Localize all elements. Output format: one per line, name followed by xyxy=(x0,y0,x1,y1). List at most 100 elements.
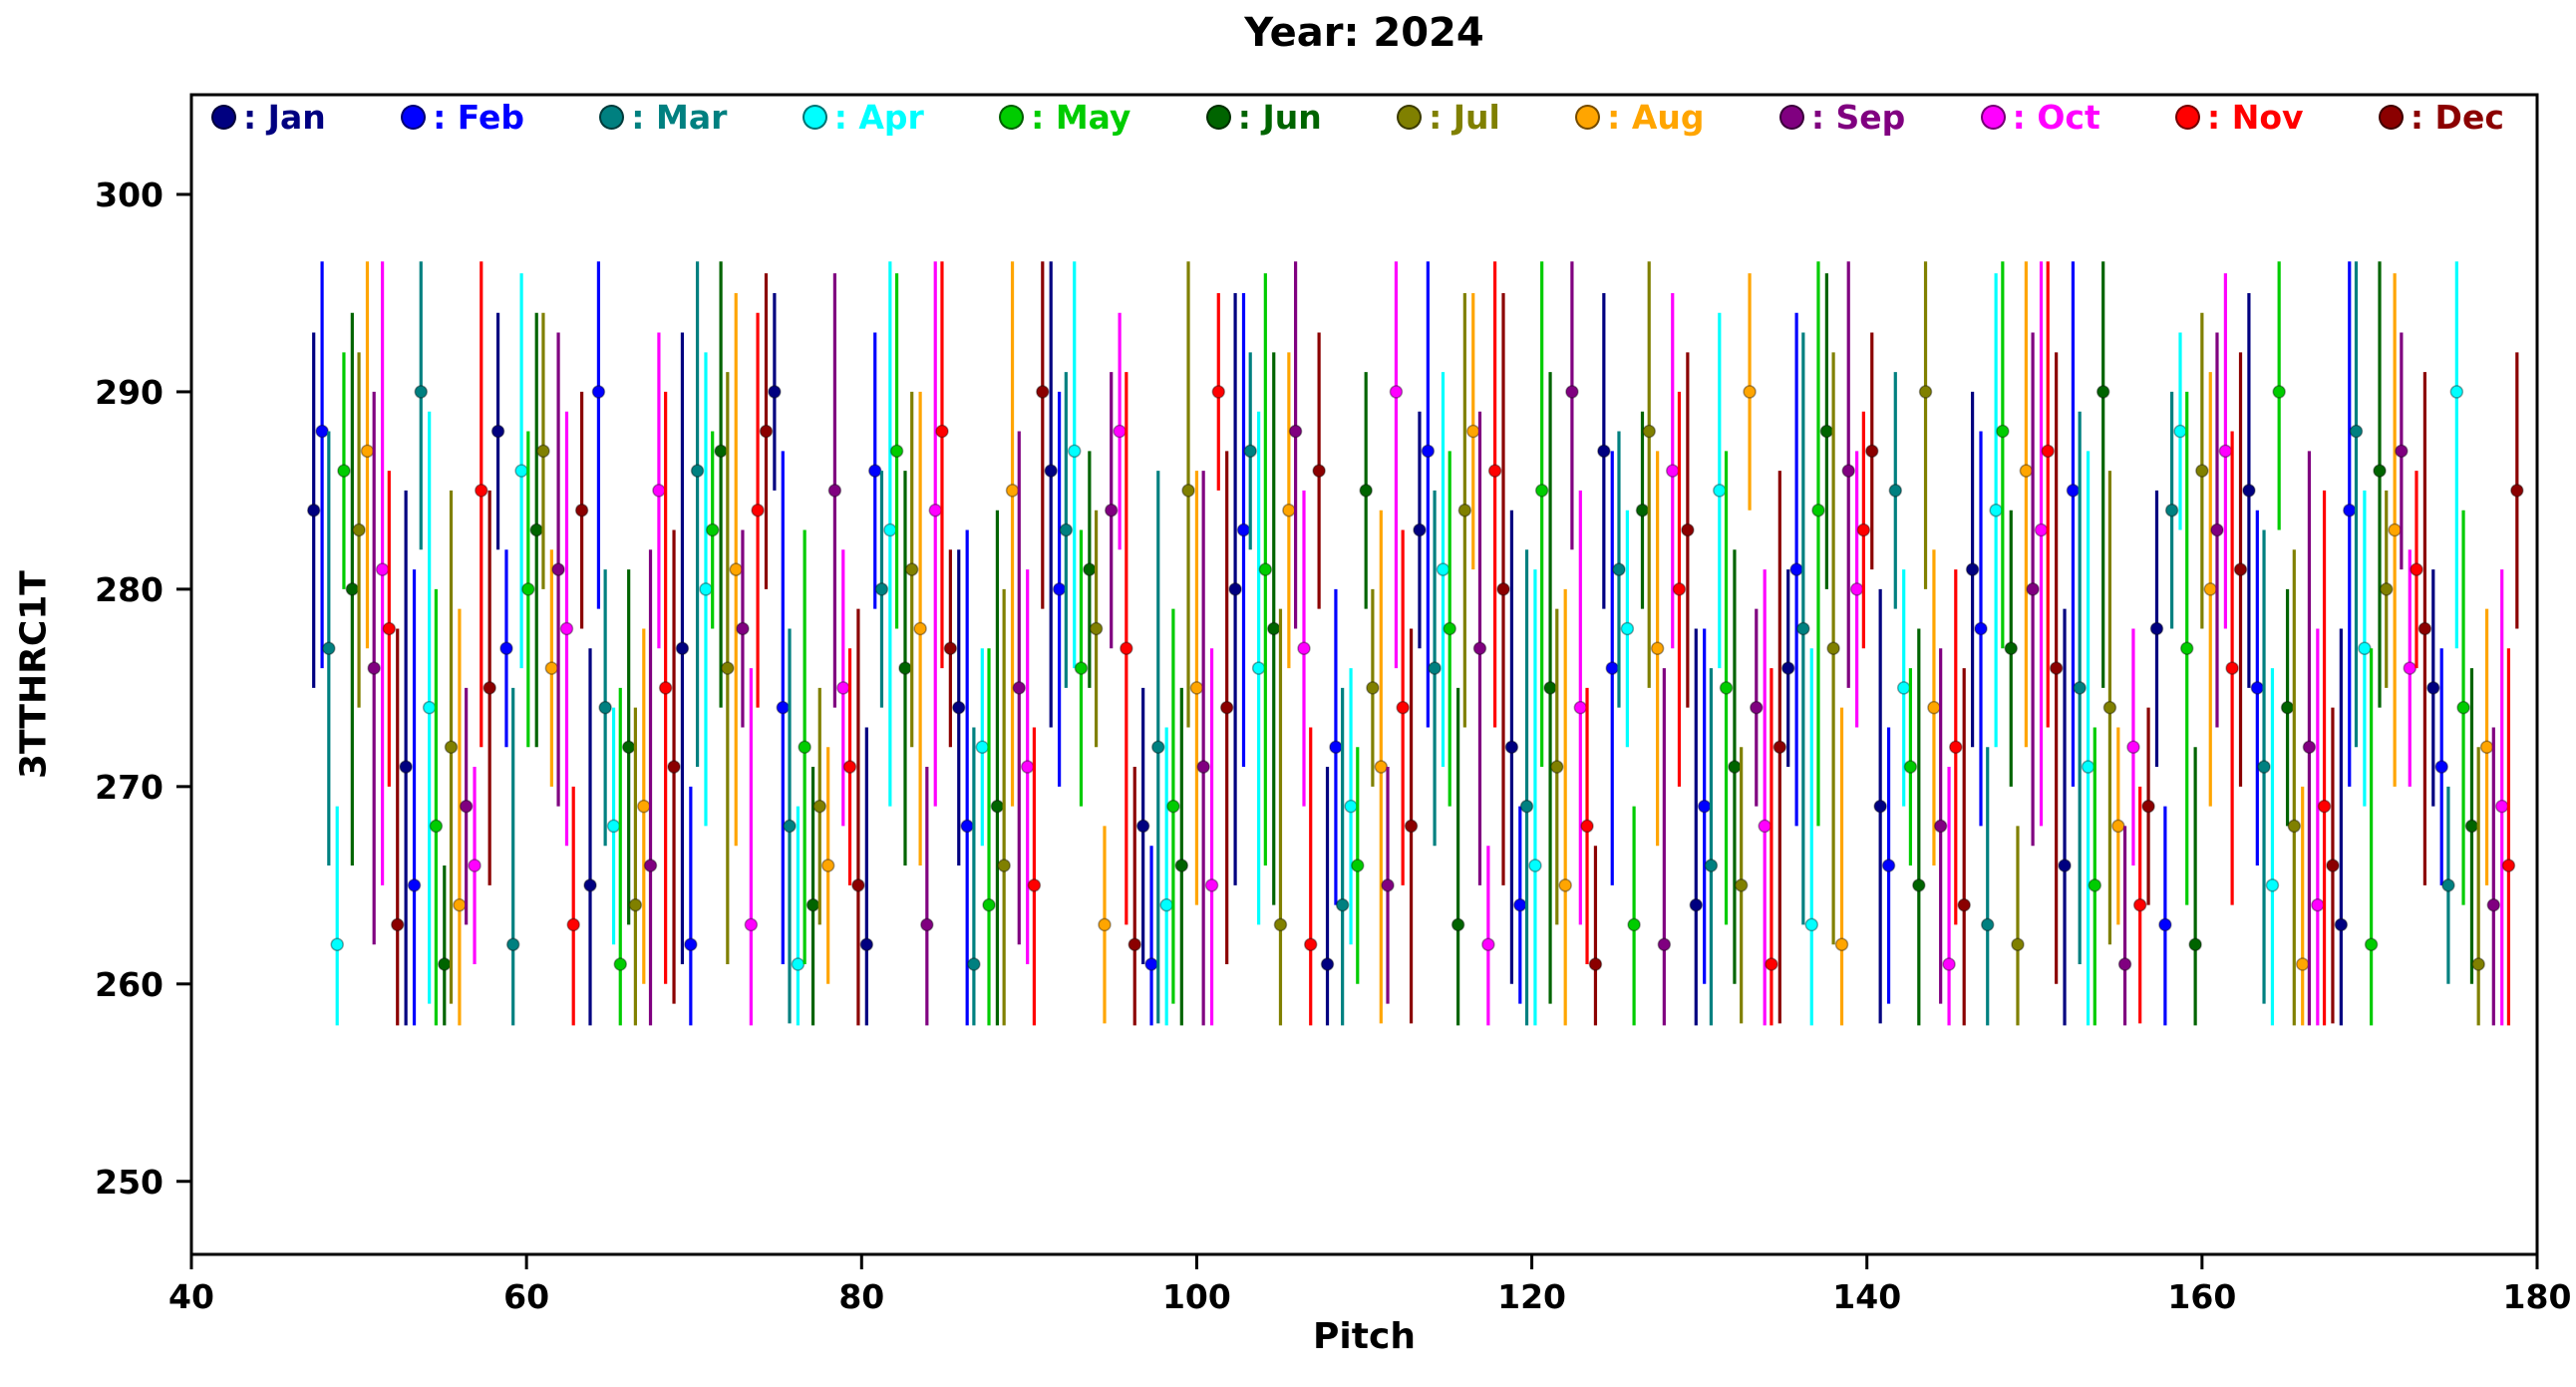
legend: : Jan: Feb: Mar: Apr: May: Jun: Jul: Aug… xyxy=(211,98,2504,137)
data-point xyxy=(1312,464,1326,478)
data-point xyxy=(1996,424,2010,439)
data-point xyxy=(1772,740,1787,754)
data-point xyxy=(1765,957,1778,971)
data-point xyxy=(2426,681,2440,695)
data-point xyxy=(1903,760,1918,774)
data-point xyxy=(2111,819,2125,834)
data-point xyxy=(1243,444,1257,459)
data-point xyxy=(1374,760,1389,774)
y-tick-label: 290 xyxy=(95,373,163,412)
data-point xyxy=(1335,897,1350,912)
x-tick-label: 40 xyxy=(168,1277,214,1316)
data-point xyxy=(367,661,381,675)
data-point xyxy=(1098,917,1112,932)
data-point xyxy=(483,681,496,695)
data-point xyxy=(1135,819,1150,834)
data-point xyxy=(1273,917,1288,932)
data-point xyxy=(2373,464,2387,478)
data-point xyxy=(667,760,681,774)
data-point xyxy=(559,621,574,636)
data-point xyxy=(2311,897,2325,912)
data-point xyxy=(2456,700,2470,715)
data-point xyxy=(1159,897,1173,912)
data-point xyxy=(2188,937,2202,951)
data-point xyxy=(2102,700,2117,715)
data-point xyxy=(2280,700,2295,715)
data-point xyxy=(1873,799,1887,814)
data-point xyxy=(1565,385,1579,399)
data-point xyxy=(675,641,690,656)
legend-marker-icon xyxy=(1397,105,1423,130)
legend-label: : Jan xyxy=(243,98,326,137)
data-point xyxy=(1543,681,1557,695)
data-point xyxy=(736,621,750,636)
x-tick-label: 60 xyxy=(503,1277,549,1316)
plot-frame xyxy=(189,93,2539,1256)
data-point xyxy=(2343,503,2357,518)
data-point xyxy=(574,503,589,518)
data-point xyxy=(2417,621,2432,636)
data-point xyxy=(1166,799,1180,814)
data-point xyxy=(851,878,865,892)
data-point xyxy=(1697,799,1712,814)
data-point xyxy=(1849,582,1864,596)
data-point xyxy=(352,522,366,537)
data-point xyxy=(768,385,782,399)
data-point xyxy=(842,760,857,774)
series-aug xyxy=(360,261,2494,1026)
series-oct xyxy=(375,261,2509,1026)
data-point xyxy=(1487,464,1502,478)
legend-item-apr: : Apr xyxy=(802,98,924,137)
data-point xyxy=(2250,681,2265,695)
data-point xyxy=(997,859,1011,872)
data-point xyxy=(1841,464,1855,478)
legend-item-sep: : Sep xyxy=(1778,98,1905,137)
legend-item-feb: : Feb xyxy=(401,98,524,137)
y-tick-label: 280 xyxy=(95,570,163,609)
data-point xyxy=(1282,503,1296,518)
data-point xyxy=(2395,444,2409,459)
data-point xyxy=(1918,385,1933,399)
data-point xyxy=(459,799,474,814)
y-axis-label: 3TTHRC1T xyxy=(13,570,55,779)
data-point xyxy=(382,621,397,636)
data-point xyxy=(1743,385,1757,399)
data-point xyxy=(1504,740,1519,754)
legend-item-aug: : Aug xyxy=(1575,98,1705,137)
data-point xyxy=(1758,819,1771,834)
data-point xyxy=(1819,424,1834,439)
data-point xyxy=(1789,562,1803,576)
data-point xyxy=(1151,740,1165,754)
data-point xyxy=(1120,641,1133,656)
data-point xyxy=(2265,878,2280,892)
data-point xyxy=(2203,582,2218,596)
legend-item-mar: : Mar xyxy=(599,98,727,137)
data-point xyxy=(1933,819,1948,834)
data-point xyxy=(606,819,621,834)
data-point xyxy=(1404,819,1419,834)
data-point xyxy=(1989,503,2003,518)
legend-marker-icon xyxy=(1575,105,1601,130)
data-point xyxy=(1457,503,1472,518)
chart-title: Year: 2024 xyxy=(1244,10,1484,56)
y-tick-label: 260 xyxy=(95,965,163,1004)
data-point xyxy=(1127,937,1141,951)
data-point xyxy=(468,859,482,872)
data-point xyxy=(1359,484,1373,498)
data-point xyxy=(1036,385,1050,399)
data-point xyxy=(1681,522,1695,537)
data-point xyxy=(883,522,897,537)
legend-label: : May xyxy=(1031,98,1131,137)
data-point xyxy=(2410,562,2423,576)
data-point xyxy=(1174,859,1189,872)
data-point xyxy=(721,661,735,675)
legend-item-nov: : Nov xyxy=(2175,98,2304,137)
data-point xyxy=(1481,937,1495,951)
data-point xyxy=(1811,503,1825,518)
data-point xyxy=(475,484,488,498)
data-point xyxy=(2149,621,2164,636)
data-point xyxy=(1027,878,1042,892)
series-feb xyxy=(315,261,2448,1026)
data-point xyxy=(776,700,791,715)
